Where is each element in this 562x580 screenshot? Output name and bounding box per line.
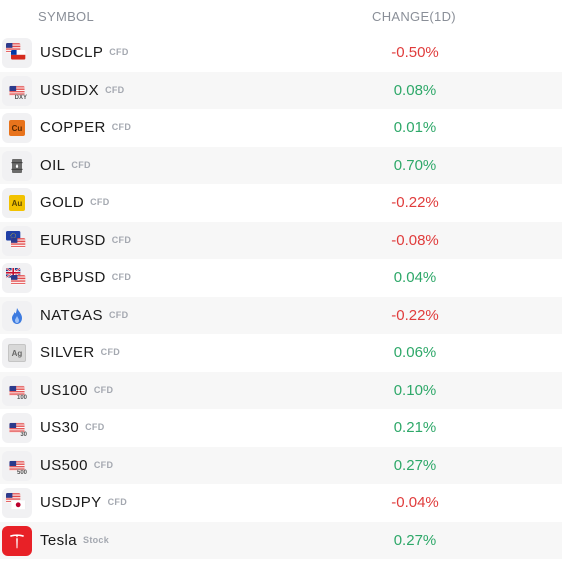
table-row[interactable]: 30 US30 CFD 0.21% [0,409,562,447]
table-row[interactable]: OIL CFD 0.70% [0,146,562,184]
instrument-type-tag: CFD [93,459,114,470]
change-value: 0.27% [393,531,437,549]
icon-subscript: 30 [20,432,27,438]
symbol-cell: USDJPY CFD [40,494,127,511]
symbol-name: NATGAS [40,306,103,324]
change-value: -0.04% [391,494,439,511]
change-value: 0.01% [393,119,437,136]
watchlist-table: SYMBOL CHANGE(1D) USDCLP CFD -0.50% DXY USDI… [0,0,562,559]
symbol-cell: OIL CFD [40,157,91,174]
change-value: -0.50% [391,44,439,61]
icon-subscript: DXY [14,94,27,101]
instrument-type-tag: CFD [105,84,125,95]
instrument-type-tag: CFD [71,159,91,170]
icon-subscript: 100 [16,394,27,401]
table-row[interactable]: 100 US100 CFD 0.10% [0,371,562,409]
symbol-cell: NATGAS CFD [40,307,128,324]
symbol-cell: Tesla Stock [40,532,109,549]
gbp-usd-flags-icon [2,263,32,293]
symbol-name: USDJPY [40,494,102,511]
symbol-cell: GOLD CFD [40,194,110,211]
symbol-cell: USDCLP CFD [40,44,129,61]
usd-clp-flags-icon [2,38,32,68]
table-row[interactable]: Tesla Stock 0.27% [0,521,562,559]
table-row[interactable]: EURUSD CFD -0.08% [0,221,562,259]
instrument-type-tag: CFD [90,197,110,207]
copper-icon: Cu [2,113,32,143]
change-value: 0.10% [393,381,437,399]
symbol-cell: COPPER CFD [40,119,131,136]
table-header: SYMBOL CHANGE(1D) [0,0,562,34]
symbol-name: GBPUSD [40,269,106,286]
symbol-cell: US30 CFD [40,419,105,436]
symbol-cell: SILVER CFD [40,344,120,361]
table-row[interactable]: USDCLP CFD -0.50% [0,34,562,72]
symbol-cell: USDIDX CFD [40,82,124,99]
symbol-name: COPPER [40,119,106,136]
instrument-type-tag: CFD [93,384,114,395]
table-row[interactable]: Cu COPPER CFD 0.01% [0,109,562,147]
symbol-cell: EURUSD CFD [40,232,131,249]
symbol-name: USDIDX [40,81,100,99]
table-row[interactable]: Ag SILVER CFD 0.06% [0,334,562,372]
us500-flag-icon: 500 [2,450,32,481]
gold-icon: Au [2,188,32,218]
table-row[interactable]: Au GOLD CFD -0.22% [0,184,562,222]
table-row[interactable]: NATGAS CFD -0.22% [0,296,562,334]
instrument-type-tag: CFD [111,272,132,282]
change-value: 0.08% [393,81,437,99]
change-value: 0.04% [393,269,437,286]
change-value: 0.06% [393,344,437,361]
change-value: -0.08% [391,231,439,249]
symbol-cell: GBPUSD CFD [40,269,131,286]
symbol-name: US30 [40,419,80,436]
change-value: -0.22% [391,306,439,324]
tesla-logo-icon [2,525,32,556]
symbol-name: SILVER [40,344,95,361]
symbol-name: OIL [40,156,66,174]
symbol-name: EURUSD [40,231,106,249]
change-value: 0.21% [393,419,437,436]
symbol-cell: US500 CFD [40,457,113,474]
table-body: USDCLP CFD -0.50% DXY USDIDX CFD 0.08% Cu COPPER… [0,34,562,559]
table-row[interactable]: USDJPY CFD -0.04% [0,484,562,522]
symbol-name: USDCLP [40,44,104,61]
symbol-name: Tesla [40,531,78,549]
symbol-cell: US100 CFD [40,382,113,399]
change-value: -0.22% [391,194,439,211]
table-row[interactable]: GBPUSD CFD 0.04% [0,259,562,297]
symbol-column-header[interactable]: SYMBOL [38,9,94,24]
table-row[interactable]: DXY USDIDX CFD 0.08% [0,71,562,109]
instrument-type-tag: CFD [100,347,121,357]
silver-icon: Ag [2,338,32,368]
instrument-type-tag: CFD [107,497,127,507]
oil-barrel-icon [2,150,32,181]
us100-flag-icon: 100 [2,375,32,406]
flame-icon [2,300,32,331]
usd-index-flag-icon: DXY [2,75,32,106]
instrument-type-tag: CFD [111,234,132,245]
table-row[interactable]: 500 US500 CFD 0.27% [0,446,562,484]
instrument-type-tag: CFD [85,422,105,432]
symbol-name: US100 [40,381,88,399]
change-value: 0.70% [393,156,437,174]
icon-subscript: 500 [16,469,27,476]
change-value: 0.27% [393,456,437,474]
instrument-type-tag: CFD [108,309,129,320]
us30-flag-icon: 30 [2,413,32,443]
instrument-type-tag: Stock [83,534,110,545]
instrument-type-tag: CFD [111,122,132,132]
usd-jpy-flags-icon [2,488,32,518]
eur-usd-flags-icon [2,225,32,256]
instrument-type-tag: CFD [109,47,129,57]
symbol-name: GOLD [40,194,85,211]
symbol-name: US500 [40,456,88,474]
change-column-header[interactable]: CHANGE(1D) [372,9,456,24]
